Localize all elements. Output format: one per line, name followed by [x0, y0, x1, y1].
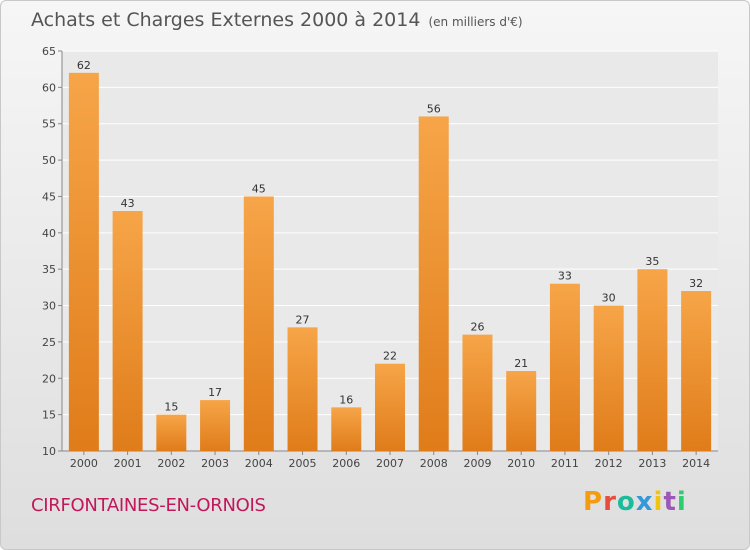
y-tick-label: 50	[42, 154, 56, 167]
logo-letter: t	[663, 487, 677, 517]
bar-2006	[331, 407, 362, 451]
commune-name: CIRFONTAINES-EN-ORNOIS	[31, 495, 266, 516]
y-tick-label: 45	[42, 190, 56, 203]
bar-2002	[156, 414, 187, 451]
bar-2000	[68, 72, 99, 452]
data-label-2009: 26	[470, 321, 484, 334]
logo-letter: P	[583, 487, 604, 517]
x-tick-label-2003: 2003	[201, 457, 229, 470]
bar-2011	[549, 283, 580, 451]
data-label-2013: 35	[645, 255, 659, 268]
data-label-2010: 21	[514, 357, 528, 370]
bar-2014	[681, 291, 712, 451]
title-text: Achats et Charges Externes 2000 à 2014	[31, 9, 421, 31]
x-tick-label-2004: 2004	[245, 457, 273, 470]
bar-2001	[112, 211, 143, 451]
x-tick-label-2014: 2014	[682, 457, 710, 470]
y-tick-label: 20	[42, 372, 56, 385]
x-tick-label-2009: 2009	[463, 457, 491, 470]
data-label-2005: 27	[296, 313, 310, 326]
logo-letter: x	[635, 487, 654, 517]
chart-title: Achats et Charges Externes 2000 à 2014 (e…	[31, 9, 523, 31]
data-label-2000: 62	[77, 59, 91, 72]
bar-2013	[637, 269, 668, 451]
x-tick-label-2002: 2002	[157, 457, 185, 470]
bar-2005	[287, 327, 318, 451]
unit-text: (en milliers d'€)	[428, 15, 523, 29]
x-tick-label-2008: 2008	[420, 457, 448, 470]
y-tick-label: 25	[42, 336, 56, 349]
x-tick-label-2001: 2001	[114, 457, 142, 470]
y-tick-label: 40	[42, 227, 56, 240]
y-tick-label: 55	[42, 118, 56, 131]
y-tick-label: 30	[42, 300, 56, 313]
bar-2007	[375, 363, 405, 451]
logo-letter: i	[676, 487, 687, 517]
bar-2012	[593, 305, 624, 451]
bar-2008	[418, 116, 449, 452]
data-label-2007: 22	[383, 350, 397, 363]
x-tick-label-2005: 2005	[289, 457, 317, 470]
x-tick-label-2013: 2013	[638, 457, 666, 470]
x-tick-label-2010: 2010	[507, 457, 535, 470]
bar-2009	[462, 334, 493, 451]
x-tick-label-2012: 2012	[595, 457, 623, 470]
data-label-2003: 17	[208, 386, 222, 399]
x-tick-label-2011: 2011	[551, 457, 579, 470]
data-label-2004: 45	[252, 182, 266, 195]
y-tick-label: 35	[42, 263, 56, 276]
data-label-2014: 32	[689, 277, 703, 290]
y-tick-label: 60	[42, 81, 56, 94]
data-label-2012: 30	[602, 292, 616, 305]
data-label-2001: 43	[121, 197, 135, 210]
logo-letter: r	[603, 487, 617, 517]
logo-letter: o	[616, 487, 636, 517]
data-label-2006: 16	[339, 393, 353, 406]
x-tick-label-2007: 2007	[376, 457, 404, 470]
y-tick-label: 10	[42, 445, 56, 458]
y-tick-label: 65	[42, 45, 56, 58]
data-label-2011: 33	[558, 270, 572, 283]
data-label-2002: 15	[164, 401, 178, 414]
bar-2010	[506, 371, 537, 451]
data-label-2008: 56	[427, 102, 441, 115]
proxiti-logo[interactable]: Proxiti	[583, 487, 687, 517]
bar-2003	[200, 400, 231, 451]
logo-letter: i	[653, 487, 664, 517]
y-tick-label: 15	[42, 409, 56, 422]
x-tick-label-2000: 2000	[70, 457, 98, 470]
x-tick-label-2006: 2006	[332, 457, 360, 470]
bar-2004	[243, 196, 274, 451]
